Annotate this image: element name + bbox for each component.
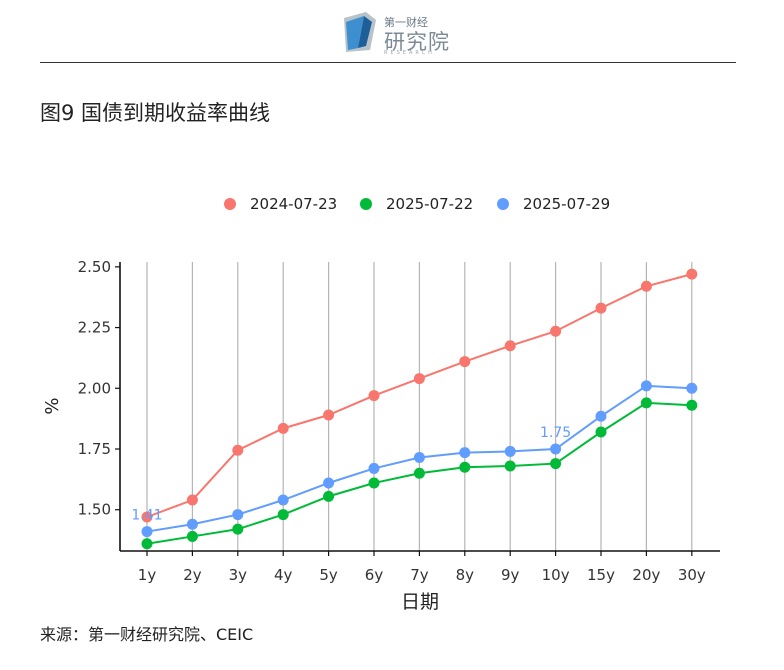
data-point-s0 (323, 409, 335, 421)
data-point-s2 (640, 380, 652, 392)
data-point-s2 (232, 509, 244, 521)
data-point-s2 (504, 445, 516, 457)
axes (115, 262, 720, 556)
y-axis-label: % (42, 397, 63, 414)
data-point-s1 (323, 490, 335, 502)
data-point-s0 (277, 422, 289, 434)
logo-mark-accent (346, 16, 364, 50)
data-point-s1 (459, 461, 471, 473)
data-point-s0 (186, 494, 198, 506)
data-point-s1 (186, 530, 198, 542)
legend-label-2: 2025-07-29 (523, 195, 611, 213)
legend-label-0: 2024-07-23 (250, 195, 338, 213)
x-tick-label: 7y (410, 566, 429, 584)
data-point-s0 (550, 325, 562, 337)
y-tick-label: 2.50 (78, 258, 111, 276)
legend-dot-0 (224, 198, 236, 210)
logo-sub-text: RESEARCH (384, 50, 435, 56)
data-point-s1 (595, 426, 607, 438)
header-rule (40, 62, 736, 63)
data-point-s1 (141, 538, 153, 550)
y-tick-label: 2.25 (78, 319, 111, 337)
data-point-s0 (504, 340, 516, 352)
data-point-s2 (323, 477, 335, 489)
series-points (141, 268, 698, 550)
data-point-s2 (141, 526, 153, 538)
data-point-s2 (277, 494, 289, 506)
x-tick-label: 5y (319, 566, 338, 584)
data-point-s1 (640, 397, 652, 409)
data-point-s2 (368, 462, 380, 474)
data-point-s2 (413, 452, 425, 463)
x-axis-label: 日期 (401, 591, 439, 613)
x-tick-label: 1y (138, 566, 157, 584)
data-point-s1 (232, 523, 244, 535)
data-point-s0 (595, 302, 607, 314)
y-tick-label: 2.00 (78, 379, 111, 397)
data-point-s0 (640, 280, 652, 292)
legend-item-1: 2025-07-22 (360, 190, 473, 218)
x-tick-label: 4y (274, 566, 293, 584)
data-point-s1 (550, 458, 562, 470)
x-tick-label: 9y (501, 566, 520, 584)
data-label: 1.41 (131, 508, 162, 524)
x-tick-label: 6y (365, 566, 384, 584)
x-tick-label: 30y (678, 566, 706, 584)
chart-legend: 2024-07-23 2025-07-22 2025-07-29 (0, 190, 784, 218)
data-point-s1 (277, 509, 289, 521)
logo-main-text: 研究院 (384, 30, 450, 54)
logo-mark-icon (344, 12, 376, 52)
legend-label-1: 2025-07-22 (386, 195, 474, 213)
legend-dot-2 (497, 198, 509, 210)
y-tick-label: 1.50 (78, 501, 111, 519)
data-point-s0 (413, 373, 425, 385)
logo-top-text: 第一财经 (384, 16, 428, 29)
data-point-s2 (686, 382, 698, 394)
data-point-s2 (595, 410, 607, 422)
data-point-s0 (459, 356, 471, 368)
legend-dot-1 (360, 198, 372, 210)
grid-lines (146, 262, 693, 551)
data-point-s2 (186, 518, 198, 530)
data-point-s1 (686, 399, 698, 411)
data-point-s2 (550, 443, 562, 455)
data-point-s0 (232, 444, 244, 456)
data-point-s1 (413, 467, 425, 479)
legend-item-2: 2025-07-29 (497, 190, 610, 218)
x-tick-label: 3y (229, 566, 248, 584)
x-tick-label: 15y (587, 566, 615, 584)
data-point-s1 (504, 460, 516, 472)
legend-item-0: 2024-07-23 (224, 190, 337, 218)
y-tick-label: 1.75 (78, 440, 111, 458)
x-tick-label: 2y (183, 566, 202, 584)
tick-labels: 1.50 1.75 2.00 2.25 2.50 1y 2y 3y 4y 5y 6y 7y 8y 9y 10… (78, 258, 706, 584)
data-point-s1 (368, 477, 380, 489)
data-point-s0 (368, 390, 380, 402)
x-tick-label: 10y (542, 566, 570, 584)
data-point-s0 (141, 511, 153, 523)
x-tick-label: 8y (456, 566, 475, 584)
figure-title: 图9 国债到期收益率曲线 (40, 101, 271, 125)
logo: 第一财经 研究院 RESEARCH (340, 8, 450, 56)
data-label: 1.75 (540, 425, 571, 441)
data-point-s0 (686, 268, 698, 280)
x-tick-label: 20y (632, 566, 660, 584)
source-note: 来源：第一财经研究院、CEIC (40, 625, 254, 644)
data-point-s2 (459, 447, 471, 459)
